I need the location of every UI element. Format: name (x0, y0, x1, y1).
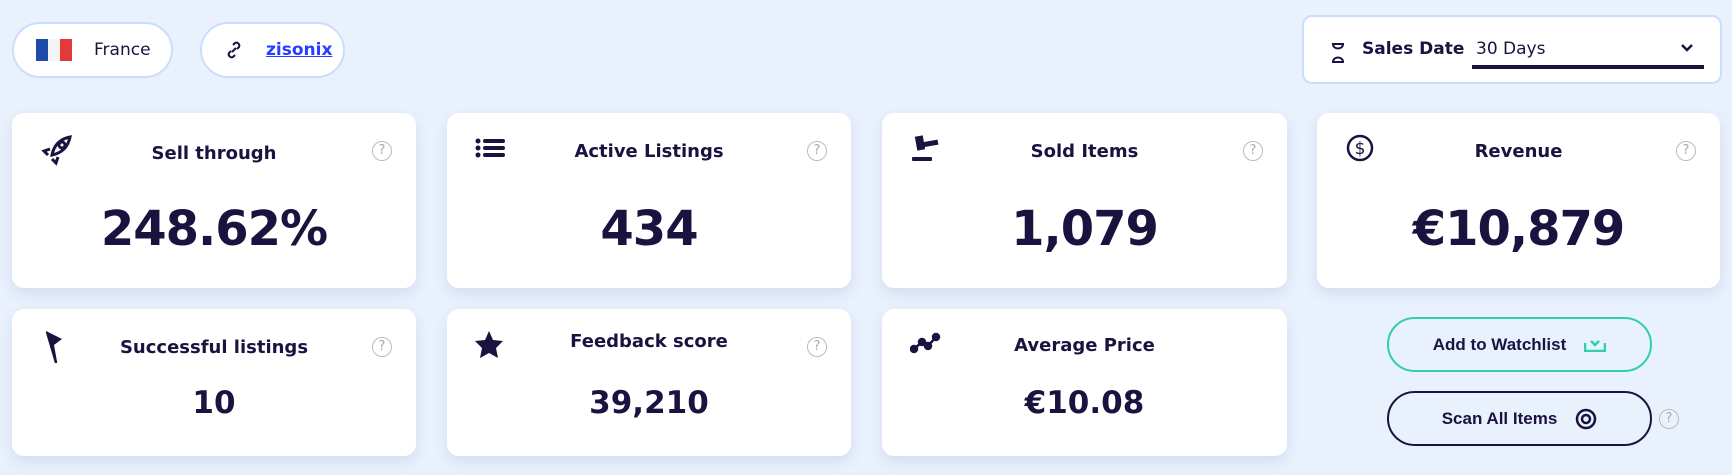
card-value: 434 (600, 201, 698, 257)
country-label: France (94, 40, 151, 60)
sales-date-filter[interactable]: Sales Date 30 Days (1302, 15, 1722, 84)
rocket-icon (41, 135, 72, 166)
scan-all-items-button[interactable]: Scan All Items (1387, 391, 1652, 446)
trend-line-icon (910, 332, 941, 354)
dollar-circle-icon: $ (1346, 134, 1374, 162)
target-icon (1576, 408, 1597, 429)
chevron-down-icon (1681, 44, 1693, 52)
store-pill[interactable]: zisonix (200, 22, 345, 78)
scan-label: Scan All Items (1441, 408, 1558, 428)
active-listings-card: Active Listings ? 434 (447, 113, 851, 288)
average-price-card: Average Price €10.08 (882, 309, 1287, 456)
help-icon[interactable]: ? (1676, 141, 1696, 161)
help-icon[interactable]: ? (372, 141, 392, 161)
country-pill[interactable]: France (12, 22, 173, 78)
sales-date-value: 30 Days (1476, 39, 1546, 59)
sell-through-card: Sell through ? 248.62% (12, 113, 416, 288)
add-to-watchlist-button[interactable]: Add to Watchlist (1387, 317, 1652, 372)
card-value: 39,210 (589, 385, 709, 421)
hourglass-icon (1332, 43, 1344, 63)
help-icon[interactable]: ? (372, 337, 392, 357)
svg-text:$: $ (1355, 139, 1366, 159)
scan-help-icon[interactable]: ? (1659, 409, 1679, 429)
inbox-download-icon (1584, 339, 1607, 352)
star-icon (475, 331, 503, 358)
card-value: €10.08 (1024, 385, 1145, 421)
successful-listings-card: Successful listings ? 10 (12, 309, 416, 456)
card-title: Successful listings (119, 337, 309, 358)
link-icon (227, 41, 241, 59)
card-value: 248.62% (100, 201, 328, 257)
card-title: Active Listings (574, 141, 724, 162)
help-icon[interactable]: ? (807, 141, 827, 161)
feedback-score-card: Feedback score ? 39,210 (447, 309, 851, 456)
card-value: 10 (192, 385, 236, 421)
card-title: Average Price (1014, 335, 1155, 356)
store-link[interactable]: zisonix (266, 40, 333, 60)
card-title: Sold Items (1030, 141, 1139, 162)
flag-icon (46, 331, 62, 363)
gavel-icon (912, 135, 939, 161)
watchlist-label: Add to Watchlist (1432, 334, 1567, 354)
card-title: Sell through (151, 143, 277, 164)
sales-date-select[interactable]: 30 Days (1472, 31, 1704, 69)
help-icon[interactable]: ? (807, 337, 827, 357)
help-icon[interactable]: ? (1243, 141, 1263, 161)
sales-date-label: Sales Date (1362, 39, 1465, 59)
list-icon (475, 138, 505, 158)
card-title: Feedback score (570, 331, 728, 352)
sold-items-card: Sold Items ? 1,079 (882, 113, 1287, 288)
france-flag-icon (36, 39, 72, 61)
card-value: €10,879 (1412, 201, 1626, 257)
card-value: 1,079 (1011, 201, 1159, 257)
revenue-card: $ Revenue ? €10,879 (1317, 113, 1720, 288)
card-title: Revenue (1474, 141, 1563, 162)
